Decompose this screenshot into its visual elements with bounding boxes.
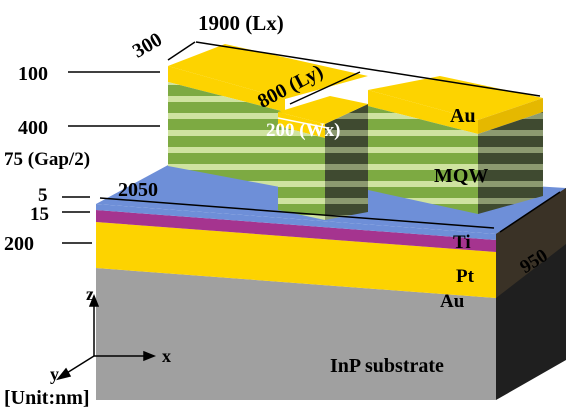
right-mesa-top-face xyxy=(368,76,543,120)
dim-lx-line xyxy=(195,41,541,97)
y-arrowhead xyxy=(56,367,72,381)
dim-950-line xyxy=(499,191,561,233)
axis-z-label: z xyxy=(86,284,94,304)
material-pt-label: Pt xyxy=(456,266,475,287)
right-mesa-front-mqw xyxy=(368,106,478,214)
dim-2050-line xyxy=(99,197,495,229)
substrate-right-layers xyxy=(496,188,566,298)
substrate-front-face xyxy=(96,268,496,400)
material-substrate-label: InP substrate xyxy=(330,355,444,377)
dim-substrate-x-label: 2050 xyxy=(118,179,158,201)
thickness-pt-label: 15 xyxy=(30,204,49,225)
left-mesa-front-mqw xyxy=(168,82,285,188)
material-top-au-label: Au xyxy=(450,105,476,127)
z-arrowhead xyxy=(88,293,100,307)
left-mesa-front-au xyxy=(168,66,285,112)
thickness-gap-label: 75 (Gap/2) xyxy=(4,149,90,170)
right-mesa-side-au xyxy=(478,98,543,134)
axis-x-label: x xyxy=(162,346,171,366)
x-arrowhead xyxy=(143,350,157,362)
thickness-bottom-au-label: 200 xyxy=(4,233,34,255)
left-mesa-top-face xyxy=(168,44,368,99)
dim-lx-label: 1900 (Lx) xyxy=(198,11,284,35)
ti-front-face xyxy=(96,204,496,240)
dim-wx-line xyxy=(277,117,329,129)
material-mqw-label: MQW xyxy=(434,165,488,187)
center-block-top xyxy=(278,96,368,124)
thickness-top-au-label: 100 xyxy=(18,63,48,85)
material-bottom-au-label: Au xyxy=(440,291,465,312)
bottom-au-front-face xyxy=(96,222,496,298)
unit-label: [Unit:nm] xyxy=(4,387,90,409)
dim-300-line xyxy=(167,41,196,61)
pt-front-face xyxy=(96,210,496,252)
dim-ly-line xyxy=(289,71,361,105)
material-ti-label: Ti xyxy=(453,232,471,253)
center-block-side-mqw xyxy=(325,104,368,220)
dim-left-offset-label: 300 xyxy=(129,28,166,62)
dim-wx-label: 200 (Wx) xyxy=(266,120,340,141)
thickness-ti-label: 5 xyxy=(38,185,48,206)
right-mesa-front-au xyxy=(368,90,478,134)
axis-y-label: y xyxy=(50,364,59,384)
center-block-front-mqw xyxy=(278,126,325,220)
center-block-front-au xyxy=(278,112,325,138)
thickness-mqw-label: 400 xyxy=(18,117,48,139)
right-mesa-side-mqw xyxy=(478,112,543,214)
